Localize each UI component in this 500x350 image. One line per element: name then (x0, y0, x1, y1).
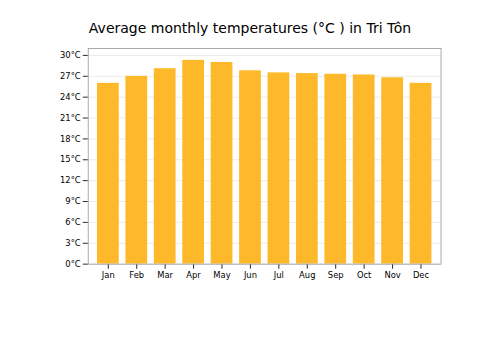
html-text:Average monthly temperatures (: Average monthly temperatures (°C ) in Tr… (88, 20, 412, 36)
svg-text:Jan: Jan (101, 270, 115, 280)
svg-text:Oct: Oct (357, 270, 372, 280)
svg-text:12°C: 12°C (60, 175, 81, 185)
svg-text:3°C: 3°C (65, 238, 80, 248)
svg-text:Mar: Mar (157, 270, 173, 280)
svg-text:Sep: Sep (328, 270, 344, 280)
svg-text:30°C: 30°C (60, 50, 81, 60)
svg-text:24°C: 24°C (60, 92, 81, 102)
svg-text:21°C: 21°C (60, 113, 81, 123)
svg-text:May: May (213, 270, 230, 280)
svg-text:Dec: Dec (413, 270, 430, 280)
svg-text:Nov: Nov (384, 270, 400, 280)
svg-text:15°C: 15°C (60, 154, 81, 164)
svg-text:9°C: 9°C (65, 196, 80, 206)
svg-text:Apr: Apr (186, 270, 201, 280)
svg-text:Feb: Feb (129, 270, 144, 280)
svg-text:18°C: 18°C (60, 134, 81, 144)
svg-text:27°C: 27°C (60, 71, 81, 81)
svg-text:Jun: Jun (243, 270, 257, 280)
svg-text:6°C: 6°C (65, 217, 80, 227)
svg-text:Aug: Aug (299, 270, 315, 280)
svg-text:0°C: 0°C (65, 259, 80, 269)
svg-text:Jul: Jul (273, 270, 284, 280)
